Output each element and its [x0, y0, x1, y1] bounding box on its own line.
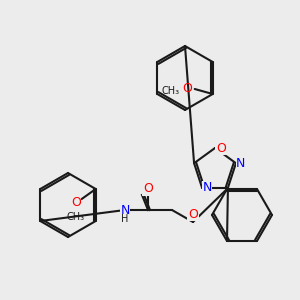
Text: N: N	[236, 157, 246, 170]
Text: CH₃: CH₃	[67, 212, 85, 222]
Text: O: O	[71, 196, 81, 209]
Text: H: H	[121, 214, 129, 224]
Text: O: O	[182, 82, 192, 95]
Text: N: N	[202, 181, 212, 194]
Text: CH₃: CH₃	[162, 86, 180, 96]
Text: O: O	[188, 208, 198, 220]
Text: O: O	[216, 142, 226, 154]
Text: N: N	[120, 203, 130, 217]
Text: O: O	[143, 182, 153, 196]
